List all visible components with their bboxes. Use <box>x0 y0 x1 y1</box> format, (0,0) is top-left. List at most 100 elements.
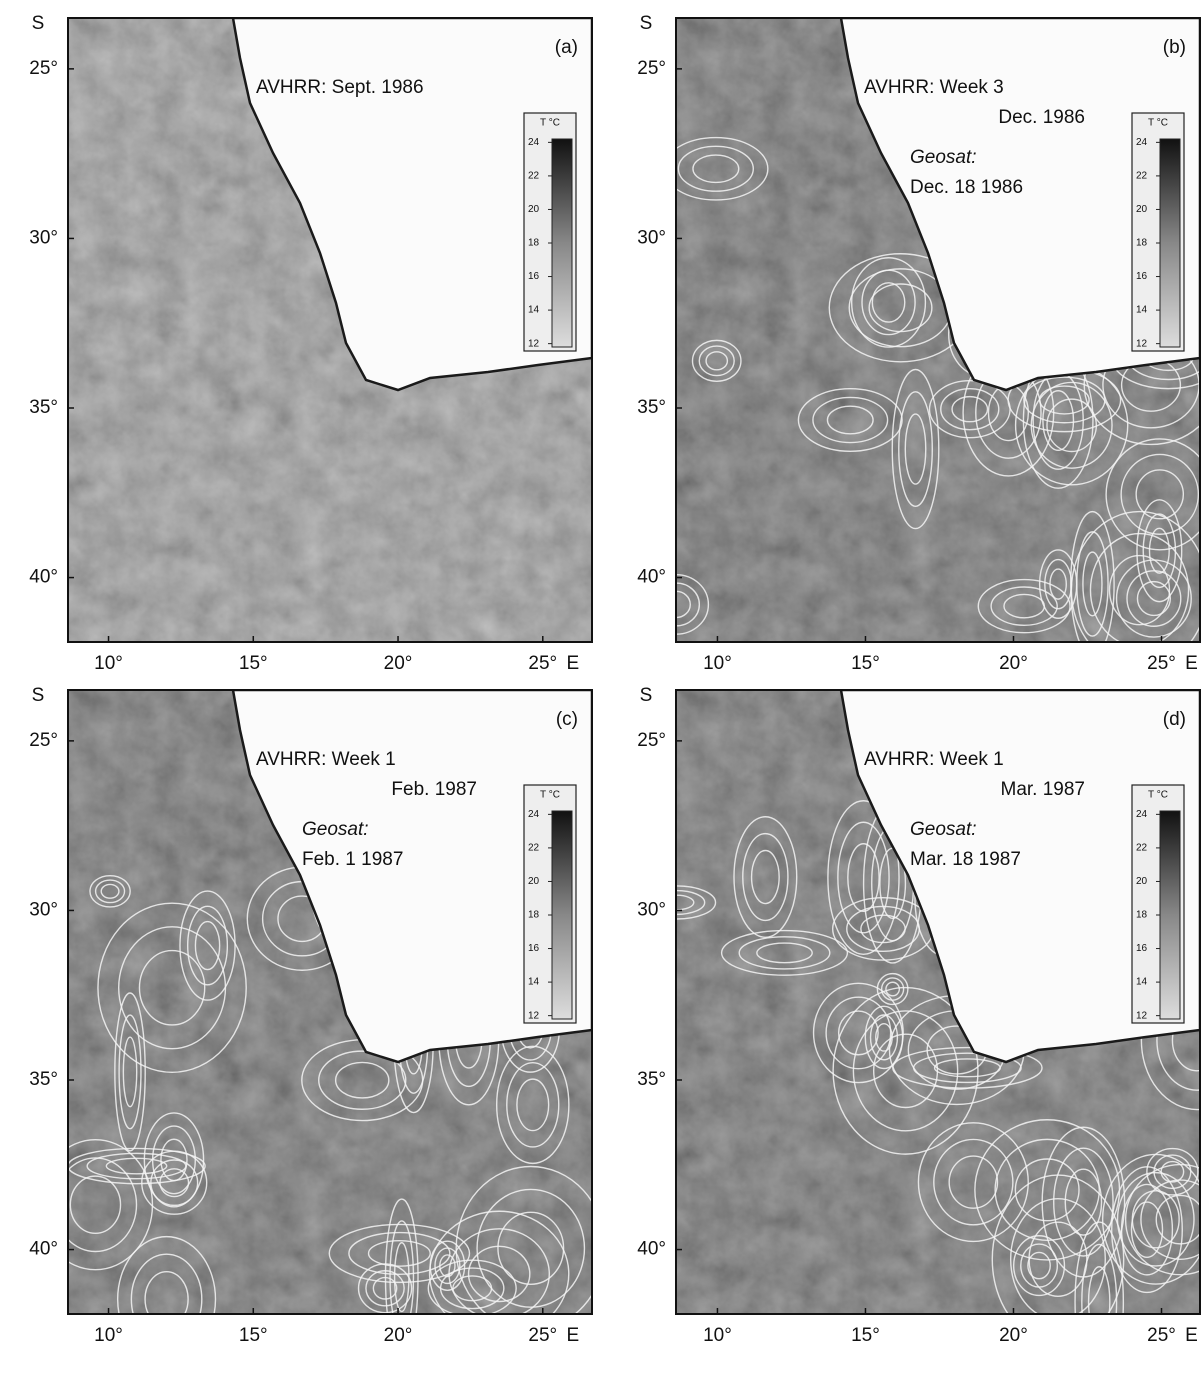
lon-hemisphere: E <box>1185 1325 1198 1346</box>
colorbar-tick-label: 22 <box>528 843 540 854</box>
colorbar-tick-label: 16 <box>528 943 540 954</box>
lon-tick-label: 25° <box>1147 1325 1176 1346</box>
lon-tick-label: 15° <box>239 653 268 674</box>
colorbar-tick-label: 18 <box>528 910 540 921</box>
avhrr-caption: AVHRR: Week 3 <box>864 77 1004 98</box>
panel-label: (b) <box>1163 37 1186 58</box>
colorbar-tick-label: 18 <box>528 238 540 249</box>
lat-tick-label: 25° <box>29 730 58 751</box>
colorbar-tick-label: 16 <box>1136 943 1148 954</box>
map-panel: S 25° 30° 35° 40° 10° 15° 20° 25° E (a) AVHRR: Sept… <box>29 13 592 674</box>
panel-label: (a) <box>555 37 578 58</box>
panel-label: (d) <box>1163 709 1186 730</box>
lat-tick-label: 25° <box>637 730 666 751</box>
lon-tick-label: 10° <box>703 1325 732 1346</box>
lat-tick-label: 40° <box>637 1239 666 1260</box>
geosat-caption: Geosat: <box>910 819 977 840</box>
lat-hemisphere: S <box>640 685 653 706</box>
colorbar-tick-label: 24 <box>1136 137 1148 148</box>
lat-tick-label: 35° <box>637 1069 666 1090</box>
colorbar-tick-label: 14 <box>528 305 540 316</box>
colorbar-gradient <box>552 139 572 347</box>
colorbar-title: T °C <box>1148 790 1168 801</box>
colorbar-tick-label: 24 <box>1136 809 1148 820</box>
lon-hemisphere: E <box>566 653 579 674</box>
lon-tick-label: 10° <box>94 1325 123 1346</box>
lat-tick-label: 30° <box>29 227 58 248</box>
lon-tick-label: 25° <box>1147 653 1176 674</box>
geosat-caption: Dec. 18 1986 <box>910 177 1023 198</box>
geosat-caption: Geosat: <box>302 819 369 840</box>
colorbar-tick-label: 16 <box>1136 271 1148 282</box>
colorbar-title: T °C <box>1148 118 1168 129</box>
colorbar-tick-label: 24 <box>528 809 540 820</box>
avhrr-caption: AVHRR: Week 1 <box>864 749 1004 770</box>
geosat-caption: Mar. 18 1987 <box>910 849 1021 870</box>
colorbar-title: T °C <box>540 118 560 129</box>
lon-tick-label: 15° <box>239 1325 268 1346</box>
map-panel: S25°30°35°40°10°15°20°25°E(c)AVHRR: Week… <box>29 685 631 1362</box>
colorbar-tick-label: 12 <box>528 338 540 349</box>
colorbar-gradient <box>552 811 572 1019</box>
colorbar-tick-label: 14 <box>1136 977 1148 988</box>
lat-hemisphere: S <box>32 13 45 34</box>
lat-tick-label: 40° <box>637 567 666 588</box>
colorbar-tick-label: 14 <box>528 977 540 988</box>
colorbar-title: T °C <box>540 790 560 801</box>
lon-tick-label: 10° <box>94 653 123 674</box>
colorbar-tick-label: 20 <box>1136 204 1148 215</box>
colorbar-tick-label: 12 <box>1136 338 1148 349</box>
avhrr-caption: Feb. 1987 <box>391 779 477 800</box>
colorbar-tick-label: 14 <box>1136 305 1148 316</box>
colorbar-tick-label: 20 <box>528 204 540 215</box>
lat-tick-label: 40° <box>29 567 58 588</box>
avhrr-caption: AVHRR: Sept. 1986 <box>256 77 424 98</box>
lat-hemisphere: S <box>640 13 653 34</box>
lon-tick-label: 20° <box>999 1325 1028 1346</box>
colorbar-tick-label: 18 <box>1136 238 1148 249</box>
lon-tick-label: 20° <box>384 1325 413 1346</box>
colorbar-tick-label: 22 <box>1136 843 1148 854</box>
colorbar-tick-label: 18 <box>1136 910 1148 921</box>
lon-hemisphere: E <box>566 1325 579 1346</box>
colorbar-tick-label: 12 <box>1136 1010 1148 1021</box>
colorbar-gradient <box>1160 811 1180 1019</box>
colorbar-tick-label: 20 <box>1136 876 1148 887</box>
map-image <box>638 690 1203 1379</box>
geosat-caption: Feb. 1 1987 <box>302 849 403 870</box>
geosat-caption: Geosat: <box>910 147 977 168</box>
lon-tick-label: 20° <box>999 653 1028 674</box>
lon-hemisphere: E <box>1185 653 1198 674</box>
lat-tick-label: 35° <box>29 397 58 418</box>
colorbar-tick-label: 20 <box>528 876 540 887</box>
lat-tick-label: 30° <box>29 899 58 920</box>
lat-tick-label: 40° <box>29 1239 58 1260</box>
lat-tick-label: 25° <box>29 58 58 79</box>
page: {"panels": [ {"label": "(a)", "lat_hemis… <box>0 0 1203 1379</box>
panel-label: (c) <box>556 709 578 730</box>
lon-tick-label: 20° <box>384 653 413 674</box>
avhrr-caption: Dec. 1986 <box>998 107 1085 128</box>
map-panel: S 25° 30° 35° 40° 10° 15° 20° 25° E (b) AVHRR: Week… <box>637 13 1203 674</box>
lat-tick-label: 30° <box>637 227 666 248</box>
lon-tick-label: 25° <box>528 653 557 674</box>
lon-tick-label: 15° <box>851 1325 880 1346</box>
colorbar-tick-label: 16 <box>528 271 540 282</box>
figure: S 25° 30° 35° 40° 10° 15° 20° 25° E (a) AVHRR: Sept… <box>0 0 1203 1379</box>
lat-tick-label: 35° <box>29 1069 58 1090</box>
lon-tick-label: 25° <box>528 1325 557 1346</box>
lat-tick-label: 30° <box>637 899 666 920</box>
colorbar-gradient <box>1160 139 1180 347</box>
map-image <box>644 18 1203 669</box>
lon-tick-label: 15° <box>851 653 880 674</box>
lat-tick-label: 25° <box>637 58 666 79</box>
colorbar-tick-label: 12 <box>528 1010 540 1021</box>
colorbar-tick-label: 22 <box>528 171 540 182</box>
colorbar-tick-label: 22 <box>1136 171 1148 182</box>
avhrr-caption: Mar. 1987 <box>1001 779 1086 800</box>
map-panel: S 25° 30° 35° 40° 10° 15° 20° 25° E (d) AVHRR: Week… <box>637 685 1203 1379</box>
lon-tick-label: 10° <box>703 653 732 674</box>
avhrr-caption: AVHRR: Week 1 <box>256 749 396 770</box>
colorbar-tick-label: 24 <box>528 137 540 148</box>
lat-tick-label: 35° <box>637 397 666 418</box>
